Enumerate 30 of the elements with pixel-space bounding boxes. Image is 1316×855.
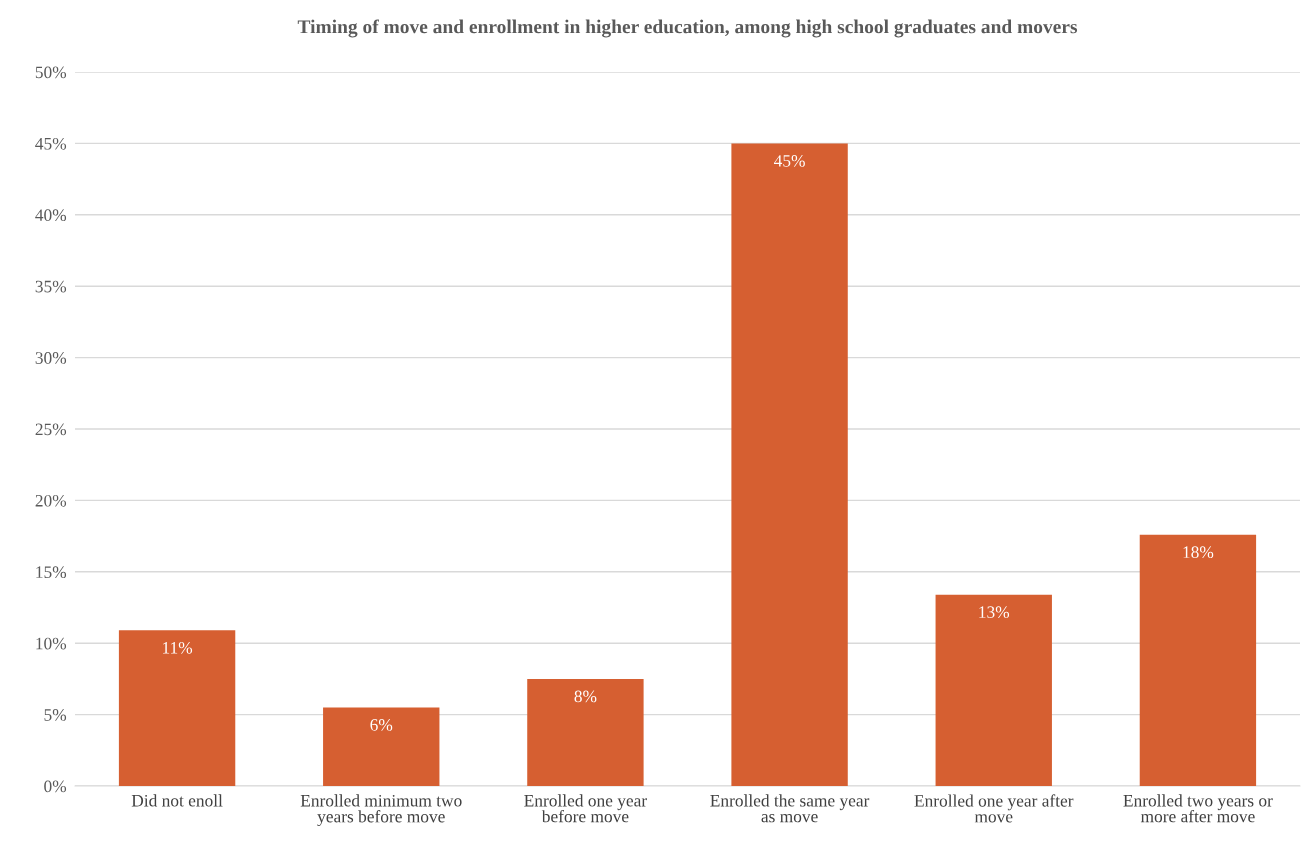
data-label: 6% <box>370 719 393 731</box>
bar <box>118 630 236 786</box>
data-label: 8% <box>574 690 597 703</box>
x-tick-label: Enrolled minimum two years before move <box>300 794 462 827</box>
bar <box>935 594 1052 786</box>
y-tick-label: 0% <box>44 780 67 793</box>
y-tick-label: 5% <box>44 709 67 721</box>
y-tick-label: 30% <box>35 352 67 364</box>
x-tick-label: Did not enoll <box>131 794 223 807</box>
y-tick-label: 25% <box>35 423 67 436</box>
x-tick-label: Enrolled two years or more after move <box>1123 794 1273 823</box>
bar <box>323 707 440 786</box>
x-tick-label: Enrolled one year before move <box>524 794 647 823</box>
y-tick-label: 10% <box>36 637 67 650</box>
data-label: 45% <box>774 155 805 167</box>
data-label: 11% <box>163 641 193 654</box>
bar <box>527 678 644 786</box>
y-tick-label: 15% <box>36 566 67 579</box>
bar <box>1139 534 1257 786</box>
x-tick-label: Enrolled one year after move <box>914 794 1074 823</box>
y-tick-label: 20% <box>35 494 67 507</box>
y-tick-label: 35% <box>35 280 67 293</box>
y-tick-label: 45% <box>35 137 67 150</box>
y-tick-label: 50% <box>35 66 67 79</box>
bar <box>731 143 848 786</box>
data-label: 18% <box>1183 546 1214 559</box>
y-tick-label: 40% <box>35 209 67 222</box>
chart-title: Timing of move and enrollment in higher education, among high school graduates and movers <box>297 19 1078 38</box>
data-label: 13% <box>979 606 1010 619</box>
x-tick-label: Enrolled the same year as move <box>710 794 870 823</box>
